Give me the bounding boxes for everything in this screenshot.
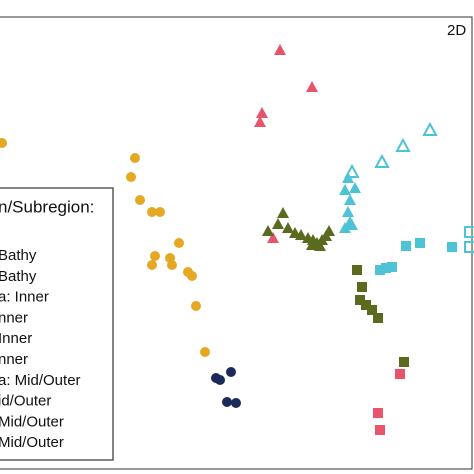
point bbox=[191, 301, 201, 311]
point bbox=[361, 300, 371, 310]
point bbox=[262, 225, 274, 236]
point bbox=[200, 347, 210, 357]
legend-title: n/Subregion: bbox=[0, 197, 94, 216]
point bbox=[295, 229, 307, 240]
point bbox=[126, 172, 136, 182]
point bbox=[422, 121, 438, 136]
legend-label: Bathy bbox=[0, 247, 37, 264]
point bbox=[150, 251, 160, 261]
point bbox=[352, 265, 362, 275]
legend: Bathy Bathy a: Inner nner Inner nner a: Mid/Ou… bbox=[0, 247, 81, 451]
point bbox=[375, 425, 385, 435]
point bbox=[339, 184, 351, 195]
point bbox=[130, 153, 140, 163]
point bbox=[174, 238, 184, 248]
point bbox=[155, 207, 165, 217]
point bbox=[355, 295, 365, 305]
point bbox=[272, 218, 284, 229]
point bbox=[357, 282, 367, 292]
point bbox=[274, 44, 286, 55]
legend-label: a: Mid/Outer bbox=[0, 372, 81, 389]
legend-box bbox=[0, 187, 114, 461]
point bbox=[342, 206, 354, 217]
point bbox=[231, 398, 241, 408]
point bbox=[147, 207, 157, 217]
point bbox=[373, 313, 383, 323]
point bbox=[215, 375, 225, 385]
point bbox=[464, 241, 474, 253]
point bbox=[339, 222, 351, 233]
legend-label: Inner bbox=[0, 330, 32, 347]
point bbox=[375, 265, 385, 275]
points bbox=[0, 44, 474, 435]
point bbox=[254, 116, 266, 127]
point bbox=[401, 241, 411, 251]
point bbox=[464, 226, 474, 238]
point bbox=[306, 239, 318, 250]
point bbox=[167, 260, 177, 270]
point bbox=[373, 408, 383, 418]
legend-label: nner bbox=[0, 351, 28, 368]
point bbox=[387, 262, 397, 272]
legend-label: Mid/Outer bbox=[0, 413, 64, 430]
point bbox=[399, 357, 409, 367]
point bbox=[342, 172, 354, 183]
point bbox=[395, 137, 411, 152]
legend-label: Mid/Outer bbox=[0, 434, 64, 451]
point bbox=[349, 182, 361, 193]
point bbox=[344, 163, 360, 178]
annotation: 2D bbox=[447, 22, 466, 39]
point bbox=[415, 238, 425, 248]
point bbox=[187, 271, 197, 281]
point bbox=[374, 153, 390, 168]
point bbox=[0, 138, 7, 148]
point bbox=[147, 260, 157, 270]
point bbox=[267, 232, 279, 243]
point bbox=[344, 194, 356, 205]
point bbox=[447, 242, 457, 252]
point bbox=[277, 207, 289, 218]
point bbox=[135, 195, 145, 205]
legend-label: Bathy bbox=[0, 268, 37, 285]
legend-label: id/Outer bbox=[0, 393, 51, 410]
point bbox=[395, 369, 405, 379]
point bbox=[346, 219, 358, 230]
legend-label: nner bbox=[0, 309, 28, 326]
point bbox=[306, 81, 318, 92]
point bbox=[323, 225, 335, 236]
legend-label: a: Inner bbox=[0, 289, 49, 306]
point bbox=[256, 107, 268, 118]
point bbox=[314, 240, 326, 251]
point bbox=[282, 222, 294, 233]
point bbox=[381, 263, 391, 273]
point bbox=[226, 367, 236, 377]
point bbox=[222, 397, 232, 407]
point bbox=[367, 305, 377, 315]
